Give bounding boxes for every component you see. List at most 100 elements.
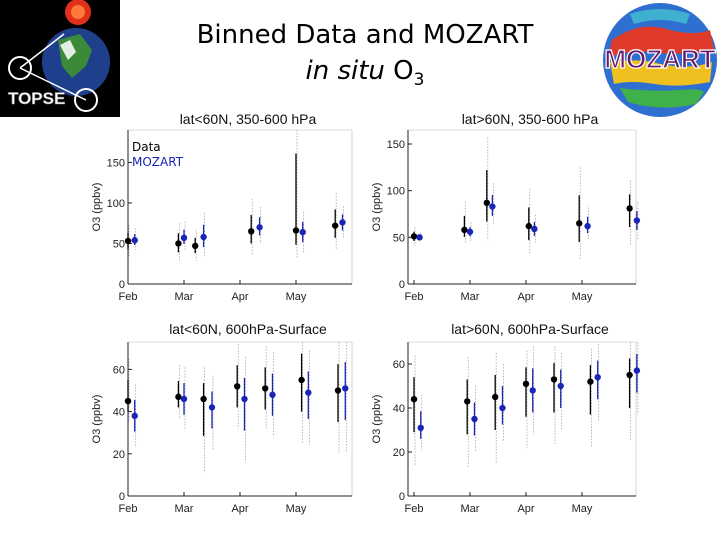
- mozart-point: [256, 224, 263, 231]
- chart-panel-2: lat>60N, 350-600 hPa 0 50 100 150 O3 (ppbv) Fe…: [371, 111, 641, 303]
- y-axis-label: O3 (ppbv): [371, 183, 383, 232]
- mozart-logo-text: MOZART: [604, 44, 715, 74]
- y-tick-label: 20: [113, 449, 125, 461]
- mozart-point: [471, 415, 478, 423]
- data-point: [461, 226, 468, 234]
- topse-logo-text: TOPSE: [8, 89, 65, 108]
- data-point: [525, 222, 532, 230]
- y-tick-label: 0: [399, 279, 405, 291]
- data-point: [124, 237, 132, 245]
- data-point: [334, 387, 342, 394]
- data-point: [410, 396, 418, 403]
- data-point: [522, 380, 530, 387]
- data-point: [464, 398, 471, 405]
- mozart-point: [529, 387, 536, 394]
- mozart-point: [416, 234, 423, 241]
- mozart-point: [342, 385, 349, 392]
- mozart-point: [305, 389, 312, 396]
- data-point: [576, 220, 583, 227]
- x-tick-label: Apr: [517, 503, 534, 515]
- y-tick-label: 100: [107, 198, 125, 210]
- slide-title-line2: in situ O3: [150, 56, 580, 90]
- chart-panel-1: lat<60N, 350-600 hPa 0 50 100 150 O3 (ppbv) Fe…: [91, 111, 353, 303]
- data-point: [626, 371, 633, 379]
- chart-title: lat>60N, 600hPa-Surface: [451, 321, 609, 337]
- mozart-point: [633, 217, 641, 224]
- mozart-point: [131, 412, 138, 420]
- mozart-point: [417, 424, 424, 431]
- y-tick-label: 60: [393, 359, 405, 371]
- mozart-point: [208, 404, 216, 411]
- y-tick-label: 0: [119, 491, 125, 503]
- y-tick-label: 150: [107, 157, 125, 169]
- mozart-point: [557, 382, 564, 390]
- x-tick-label: Apr: [517, 291, 534, 303]
- mozart-point: [269, 391, 276, 398]
- title-italic-part: in situ: [305, 56, 385, 86]
- title-ozone-part: O: [384, 56, 414, 86]
- y-tick-label: 40: [393, 403, 405, 415]
- x-tick-label: Apr: [231, 291, 248, 303]
- legend-data-label: Data: [132, 140, 161, 154]
- legend-mozart-label: MOZART: [132, 155, 184, 169]
- mozart-point: [180, 234, 188, 241]
- chart-title: lat<60N, 600hPa-Surface: [169, 321, 327, 337]
- chart-panel-3: lat<60N, 600hPa-Surface 0 20 40 60 O3 (ppbv) F…: [91, 321, 353, 515]
- x-tick-label: Feb: [405, 503, 424, 515]
- mozart-point: [584, 222, 591, 230]
- x-tick-label: May: [572, 291, 593, 303]
- y-axis-label: O3 (ppbv): [91, 183, 103, 232]
- mozart-point: [466, 228, 474, 235]
- data-point: [292, 227, 300, 234]
- y-axis-label: O3 (ppbv): [91, 395, 103, 444]
- x-tick-label: Mar: [461, 503, 480, 515]
- x-tick-label: Feb: [119, 291, 138, 303]
- data-point: [298, 376, 305, 384]
- x-tick-label: Feb: [405, 291, 424, 303]
- mozart-point: [489, 203, 496, 210]
- y-tick-label: 20: [393, 447, 405, 459]
- data-point: [248, 228, 255, 235]
- x-tick-label: Feb: [119, 503, 138, 515]
- y-tick-label: 60: [113, 364, 125, 376]
- mozart-point: [339, 219, 346, 226]
- data-point: [332, 222, 339, 229]
- data-point: [587, 378, 594, 385]
- x-tick-label: May: [286, 503, 307, 515]
- chart-legend: Data MOZART: [132, 140, 183, 170]
- title-subscript: 3: [413, 70, 425, 91]
- y-tick-label: 100: [387, 186, 405, 198]
- mozart-point: [499, 404, 506, 412]
- mozart-point: [633, 367, 641, 374]
- y-tick-label: 0: [119, 279, 125, 291]
- data-point: [234, 383, 241, 390]
- data-point: [262, 385, 269, 392]
- x-tick-label: Mar: [175, 503, 194, 515]
- chart-panel-4: lat>60N, 600hPa-Surface 0 20 40 60 O3 (ppbv) F…: [371, 321, 641, 515]
- chart-title: lat>60N, 350-600 hPa: [462, 111, 599, 127]
- y-tick-label: 50: [113, 238, 125, 250]
- slide-title-line1: Binned Data and MOZART: [196, 20, 534, 50]
- mozart-point: [299, 228, 306, 236]
- data-point: [410, 233, 418, 240]
- mozart-point: [131, 237, 138, 244]
- x-tick-label: May: [286, 291, 307, 303]
- mozart-point: [241, 395, 248, 403]
- data-point: [175, 393, 182, 401]
- data-point: [124, 397, 132, 405]
- data-point: [550, 376, 558, 383]
- data-point: [492, 393, 499, 401]
- x-tick-label: Apr: [231, 503, 248, 515]
- y-tick-label: 50: [393, 232, 405, 244]
- chart-title: lat<60N, 350-600 hPa: [180, 111, 317, 127]
- x-tick-label: Mar: [175, 291, 194, 303]
- y-axis-label: O3 (ppbv): [371, 395, 383, 444]
- data-point: [192, 242, 199, 250]
- mozart-point: [594, 374, 601, 381]
- x-tick-label: May: [572, 503, 593, 515]
- topse-logo: TOPSE: [0, 0, 120, 117]
- x-tick-label: Mar: [461, 291, 480, 303]
- data-point: [483, 199, 490, 206]
- y-tick-label: 40: [113, 407, 125, 419]
- data-point: [175, 240, 182, 247]
